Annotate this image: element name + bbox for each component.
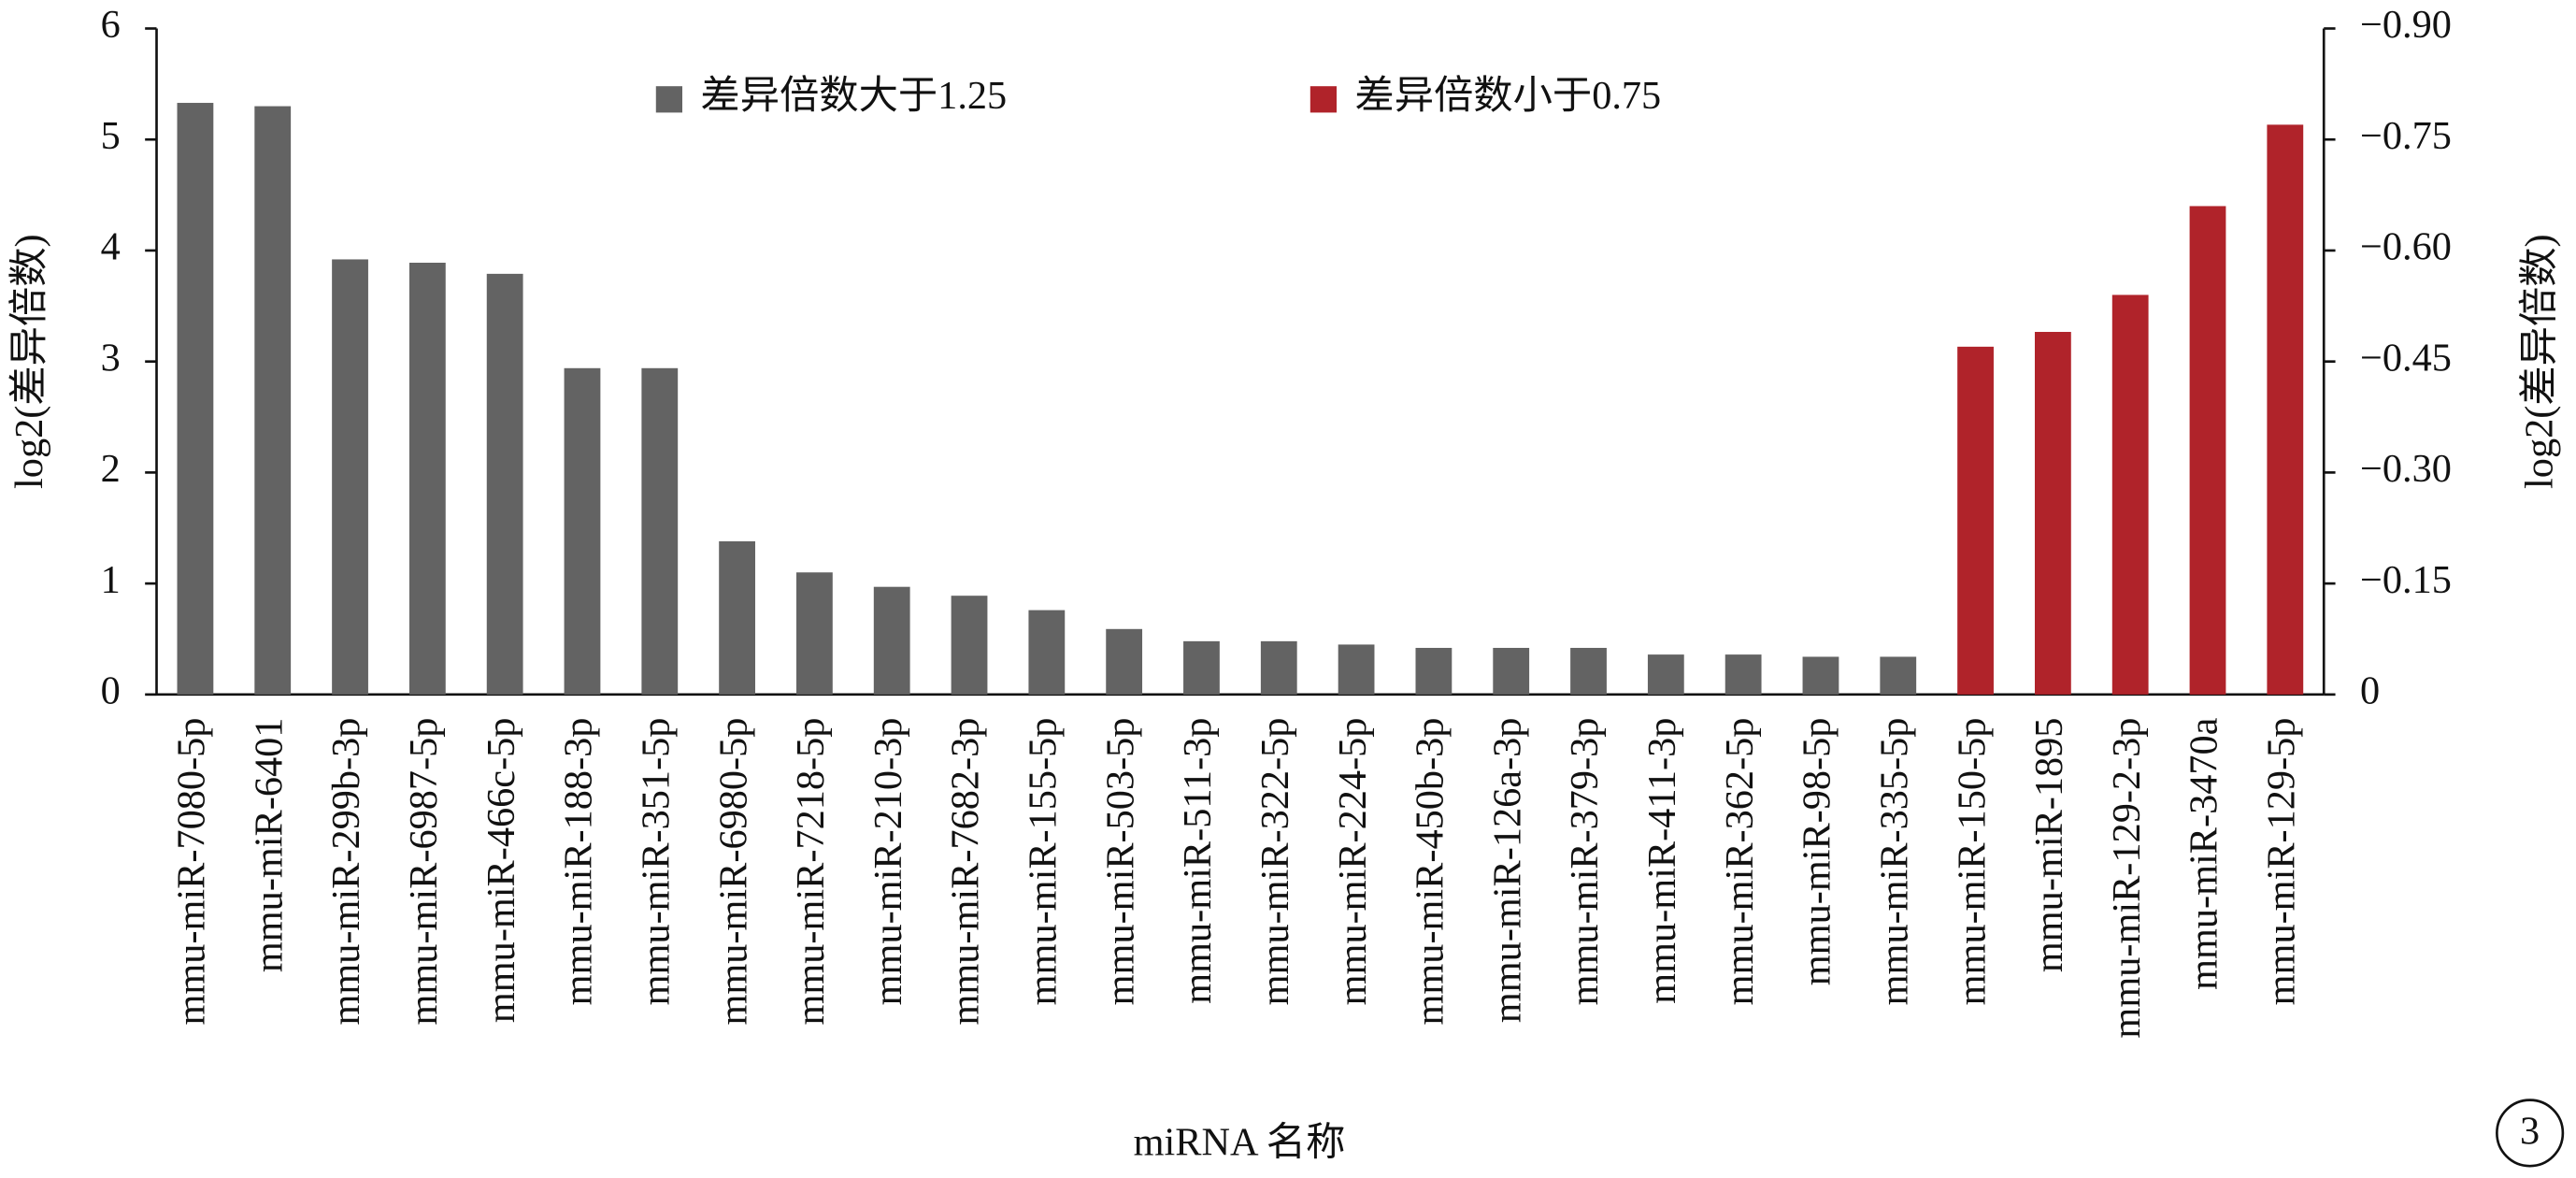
x-tick-label: mmu-miR-188-3p bbox=[557, 718, 601, 1006]
x-tick-label: mmu-miR-299b-3p bbox=[324, 718, 368, 1026]
y-tick-label: 2 bbox=[101, 447, 121, 491]
x-tick-label: mmu-miR-411-3p bbox=[1640, 718, 1684, 1004]
bar bbox=[486, 273, 523, 695]
x-tick-label: mmu-miR-7218-5p bbox=[789, 718, 833, 1026]
bar bbox=[332, 259, 368, 695]
x-tick-label: mmu-miR-155-5p bbox=[1022, 718, 1066, 1006]
x-tick-label: mmu-miR-503-5p bbox=[1098, 718, 1142, 1006]
bar bbox=[873, 586, 910, 695]
bar bbox=[1802, 656, 1839, 695]
bar bbox=[564, 367, 601, 695]
panel-label: 3 bbox=[2520, 1109, 2540, 1153]
x-tick-label: mmu-miR-210-3p bbox=[866, 718, 910, 1006]
bar bbox=[408, 263, 446, 695]
x-tick-label: mmu-miR-129-2-3p bbox=[2105, 718, 2149, 1039]
bar bbox=[1957, 346, 1994, 695]
y-tick-label: 3 bbox=[101, 336, 121, 380]
x-tick-label: mmu-miR-362-5p bbox=[1718, 718, 1762, 1006]
x-axis-title: miRNA 名称 bbox=[1134, 1121, 1346, 1165]
bar bbox=[254, 106, 292, 695]
bar bbox=[2034, 332, 2071, 695]
x-tick-label: mmu-miR-126a-3p bbox=[1485, 718, 1529, 1024]
bar bbox=[1493, 647, 1530, 695]
bar bbox=[1724, 654, 1762, 695]
y2-tick-label: −0.75 bbox=[2360, 114, 2452, 158]
bar bbox=[951, 596, 988, 695]
y2-tick-label: −0.60 bbox=[2360, 225, 2452, 269]
x-tick-label: mmu-miR-335-5p bbox=[1872, 718, 1916, 1006]
x-tick-label: mmu-miR-466c-5p bbox=[479, 718, 523, 1024]
legend-label: 差异倍数小于0.75 bbox=[1354, 74, 1661, 118]
y2-tick-label: −0.15 bbox=[2360, 558, 2452, 602]
bar bbox=[796, 572, 833, 695]
y-tick-label: 5 bbox=[101, 114, 121, 158]
bar bbox=[1106, 628, 1143, 695]
bar bbox=[2189, 206, 2226, 695]
y2-tick-label: −0.45 bbox=[2360, 336, 2452, 380]
bar bbox=[1880, 656, 1917, 695]
x-tick-label: mmu-miR-150-5p bbox=[1950, 718, 1994, 1006]
bar bbox=[1028, 610, 1066, 695]
legend-label: 差异倍数大于1.25 bbox=[700, 74, 1007, 118]
x-tick-label: mmu-miR-6401 bbox=[247, 718, 291, 973]
y-tick-label: 1 bbox=[101, 558, 121, 602]
bar bbox=[1338, 644, 1375, 695]
y2-tick-label: −0.30 bbox=[2360, 447, 2452, 491]
y2-tick-label: −0.90 bbox=[2360, 3, 2452, 47]
bar bbox=[1183, 640, 1220, 695]
bar bbox=[1260, 640, 1297, 695]
y-axis-title: log2(差异倍数) bbox=[7, 234, 51, 489]
x-tick-label: mmu-miR-98-5p bbox=[1796, 718, 1839, 986]
x-tick-label: mmu-miR-3470a bbox=[2182, 717, 2226, 990]
x-tick-label: mmu-miR-7682-3p bbox=[944, 718, 988, 1026]
x-tick-label: mmu-miR-1895 bbox=[2027, 718, 2071, 973]
bar bbox=[641, 367, 679, 695]
x-tick-label: mmu-miR-129-5p bbox=[2260, 718, 2304, 1006]
bar bbox=[2267, 124, 2304, 695]
bar bbox=[1570, 647, 1607, 695]
bar bbox=[2111, 294, 2149, 695]
legend-swatch bbox=[1309, 86, 1338, 113]
x-tick-label: mmu-miR-6980-5p bbox=[711, 718, 755, 1026]
bar bbox=[1415, 647, 1453, 695]
x-tick-label: mmu-miR-379-3p bbox=[1563, 718, 1607, 1006]
y-tick-label: 0 bbox=[101, 669, 121, 713]
x-tick-label: mmu-miR-224-5p bbox=[1331, 718, 1375, 1006]
x-tick-label: mmu-miR-511-3p bbox=[1176, 718, 1220, 1004]
y-tick-label: 4 bbox=[101, 225, 121, 269]
legend-swatch bbox=[655, 86, 682, 113]
x-tick-label: mmu-miR-7080-5p bbox=[170, 718, 214, 1026]
x-tick-label: mmu-miR-322-5p bbox=[1253, 718, 1297, 1006]
y2-tick-label: 0 bbox=[2360, 669, 2380, 713]
x-tick-label: mmu-miR-351-5p bbox=[634, 718, 678, 1006]
y2-axis-title: log2(差异倍数) bbox=[2517, 234, 2561, 489]
bar bbox=[1647, 654, 1684, 695]
panel-circle bbox=[2496, 1099, 2565, 1168]
bar bbox=[719, 541, 755, 695]
x-tick-label: mmu-miR-450b-3p bbox=[1409, 718, 1453, 1026]
bar bbox=[177, 103, 214, 695]
x-tick-label: mmu-miR-6987-5p bbox=[402, 718, 446, 1026]
y-tick-label: 6 bbox=[101, 3, 121, 47]
